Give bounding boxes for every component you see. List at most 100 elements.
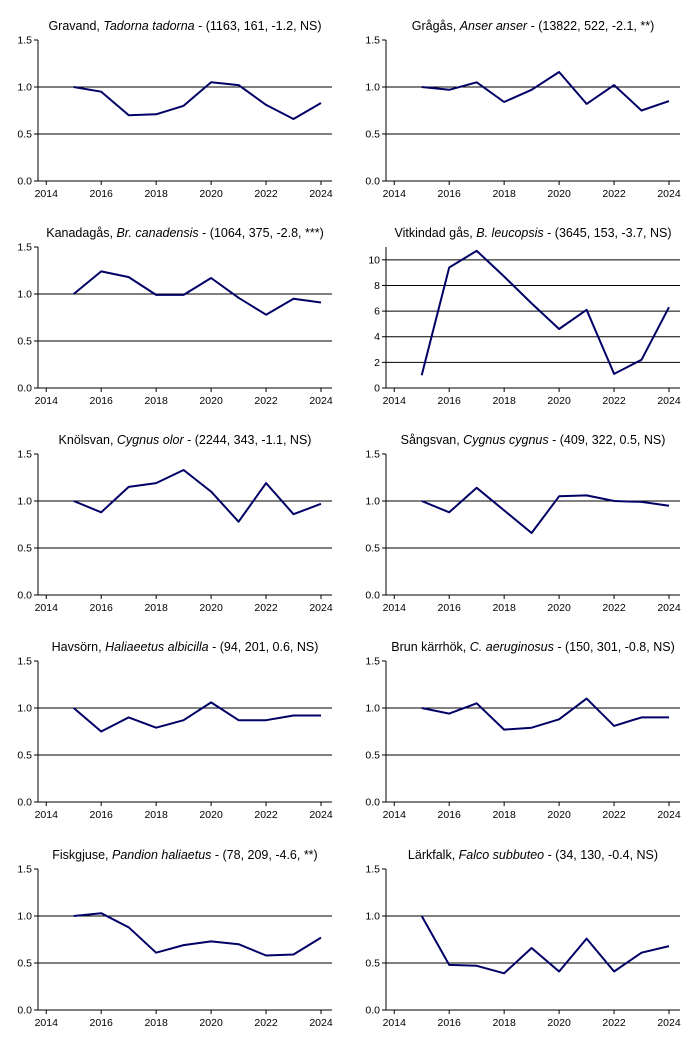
x-tick-label: 2022 <box>602 809 626 821</box>
title-stats: - (13822, 522, -2.1, **) <box>527 19 654 33</box>
y-tick-label: 1.5 <box>17 449 32 461</box>
y-tick-label: 1.0 <box>17 289 32 301</box>
title-stats: - (34, 130, -0.4, NS) <box>544 848 658 862</box>
y-tick-label: 1.0 <box>365 82 380 94</box>
x-tick-label: 2018 <box>144 395 168 407</box>
y-tick-label: 0.0 <box>365 176 380 188</box>
x-tick-label: 2018 <box>144 602 168 614</box>
title-species-name: Falco subbuteo <box>459 848 545 862</box>
x-tick-label: 2022 <box>602 188 626 200</box>
title-stats: - (1163, 161, -1.2, NS) <box>195 19 322 33</box>
y-tick-label: 0.0 <box>365 797 380 809</box>
y-tick-label: 0.5 <box>17 129 32 141</box>
x-tick-label: 2018 <box>144 188 168 200</box>
x-tick-label: 2024 <box>309 809 333 821</box>
x-tick-label: 2014 <box>383 395 407 407</box>
chart-panel-8: Brun kärrhök, C. aeruginosus - (150, 301… <box>365 640 680 821</box>
title-common-name: Lärkfalk, <box>408 848 459 862</box>
title-stats: - (3645, 153, -3.7, NS) <box>544 226 672 240</box>
x-tick-label: 2018 <box>144 1017 168 1029</box>
y-tick-label: 1.5 <box>17 35 32 47</box>
title-common-name: Brun kärrhök, <box>391 640 470 654</box>
x-tick-label: 2024 <box>309 188 333 200</box>
title-species-name: Haliaeetus albicilla <box>105 640 209 654</box>
title-species-name: Anser anser <box>459 19 528 33</box>
title-species-name: Cygnus olor <box>117 433 185 447</box>
title-common-name: Knölsvan, <box>59 433 117 447</box>
x-tick-label: 2022 <box>602 395 626 407</box>
x-tick-label: 2018 <box>492 1017 516 1029</box>
x-tick-label: 2022 <box>254 1017 278 1029</box>
x-tick-label: 2024 <box>309 1017 333 1029</box>
x-tick-label: 2018 <box>492 602 516 614</box>
y-tick-label: 0.5 <box>365 958 380 970</box>
chart-title: Sångsvan, Cygnus cygnus - (409, 322, 0.5… <box>401 433 666 447</box>
x-tick-label: 2024 <box>309 602 333 614</box>
chart-title: Kanadagås, Br. canadensis - (1064, 375, … <box>46 226 324 240</box>
y-tick-label: 1.5 <box>365 656 380 668</box>
x-tick-label: 2024 <box>657 809 681 821</box>
y-tick-label: 1.0 <box>17 496 32 508</box>
x-tick-label: 2014 <box>383 188 407 200</box>
x-tick-label: 2020 <box>199 809 223 821</box>
title-stats: - (78, 209, -4.6, **) <box>211 848 317 862</box>
chart-title: Vitkindad gås, B. leucopsis - (3645, 153… <box>394 226 671 240</box>
y-tick-label: 1.5 <box>365 35 380 47</box>
title-stats: - (94, 201, 0.6, NS) <box>209 640 319 654</box>
x-tick-label: 2014 <box>35 602 59 614</box>
x-tick-label: 2016 <box>90 809 114 821</box>
series-line <box>421 71 670 112</box>
y-tick-label: 0.5 <box>17 750 32 762</box>
chart-title: Grågås, Anser anser - (13822, 522, -2.1,… <box>412 19 655 33</box>
series-line <box>73 270 322 316</box>
title-species-name: B. leucopsis <box>476 226 543 240</box>
title-common-name: Vitkindad gås, <box>394 226 476 240</box>
title-common-name: Gravand, <box>48 19 103 33</box>
y-tick-label: 1.0 <box>365 496 380 508</box>
x-tick-label: 2020 <box>547 395 571 407</box>
y-tick-label: 4 <box>374 331 380 343</box>
x-tick-label: 2014 <box>383 809 407 821</box>
y-tick-label: 6 <box>374 306 380 318</box>
x-tick-label: 2018 <box>492 188 516 200</box>
y-tick-label: 0.0 <box>17 383 32 395</box>
x-tick-label: 2016 <box>438 188 462 200</box>
y-tick-label: 1.0 <box>17 703 32 715</box>
x-tick-label: 2014 <box>383 1017 407 1029</box>
chart-panel-4: Vitkindad gås, B. leucopsis - (3645, 153… <box>368 226 681 407</box>
title-species-name: Tadorna tadorna <box>103 19 194 33</box>
x-tick-label: 2020 <box>547 188 571 200</box>
series-line <box>421 697 669 731</box>
x-tick-label: 2016 <box>438 395 462 407</box>
y-tick-label: 10 <box>368 254 380 266</box>
title-species-name: Br. canadensis <box>116 226 198 240</box>
x-tick-label: 2018 <box>492 395 516 407</box>
series-line <box>420 249 670 376</box>
x-tick-label: 2014 <box>35 395 59 407</box>
chart-title: Brun kärrhök, C. aeruginosus - (150, 301… <box>391 640 674 654</box>
y-tick-label: 0.5 <box>365 129 380 141</box>
y-tick-label: 1.0 <box>17 911 32 923</box>
x-tick-label: 2020 <box>547 1017 571 1029</box>
x-tick-label: 2014 <box>35 188 59 200</box>
title-stats: - (2244, 343, -1.1, NS) <box>184 433 312 447</box>
x-tick-label: 2022 <box>602 1017 626 1029</box>
y-tick-label: 1.5 <box>365 864 380 876</box>
y-tick-label: 2 <box>374 357 380 369</box>
chart-panel-10: Lärkfalk, Falco subbuteo - (34, 130, -0.… <box>365 848 680 1029</box>
title-stats: - (409, 322, 0.5, NS) <box>549 433 666 447</box>
x-tick-label: 2020 <box>547 809 571 821</box>
chart-panel-1: Gravand, Tadorna tadorna - (1163, 161, -… <box>17 19 332 200</box>
x-tick-label: 2020 <box>547 602 571 614</box>
chart-panel-7: Havsörn, Haliaeetus albicilla - (94, 201… <box>17 640 332 821</box>
x-tick-label: 2024 <box>657 602 681 614</box>
title-stats: - (1064, 375, -2.8, ***) <box>199 226 324 240</box>
x-tick-label: 2020 <box>199 188 223 200</box>
x-tick-label: 2024 <box>657 188 681 200</box>
x-tick-label: 2022 <box>254 188 278 200</box>
y-tick-label: 0.0 <box>17 590 32 602</box>
x-tick-label: 2022 <box>254 809 278 821</box>
chart-panel-6: Sångsvan, Cygnus cygnus - (409, 322, 0.5… <box>365 433 680 614</box>
title-stats: - (150, 301, -0.8, NS) <box>554 640 675 654</box>
